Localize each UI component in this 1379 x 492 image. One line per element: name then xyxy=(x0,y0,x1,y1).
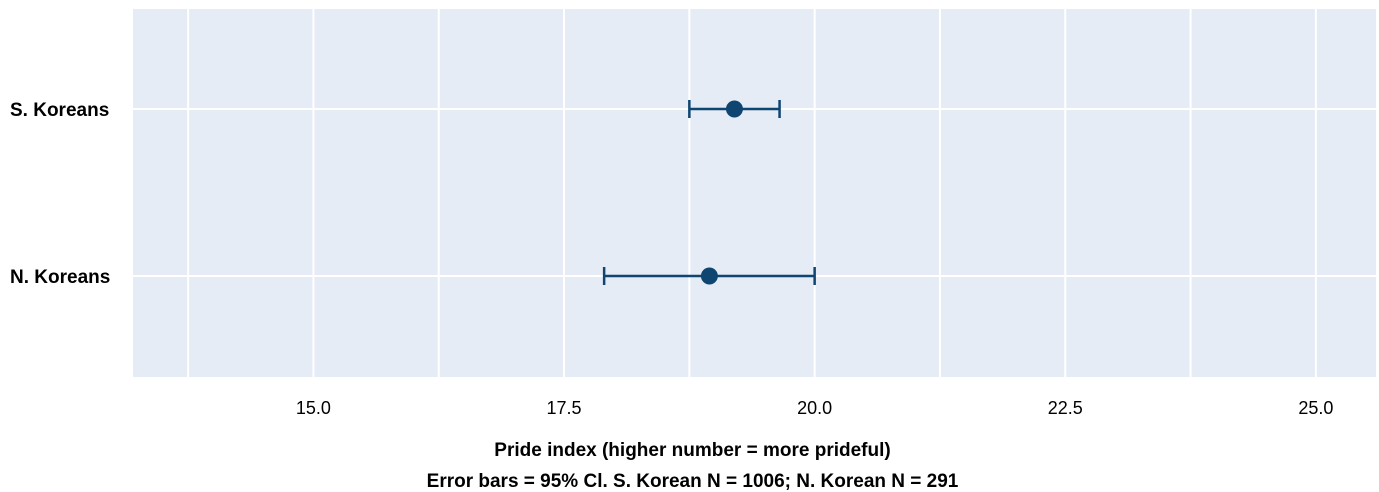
x-tick-label: 15.0 xyxy=(296,398,331,418)
data-point xyxy=(725,100,743,118)
error-bar-point xyxy=(688,100,781,118)
data-marks xyxy=(602,100,816,285)
category-label: N. Koreans xyxy=(10,267,110,288)
x-axis-title: Pride index (higher number = more pridef… xyxy=(494,440,890,461)
x-axis-subtitle: Error bars = 95% Cl. S. Korean N = 1006;… xyxy=(427,471,959,492)
x-tick-label: 25.0 xyxy=(1298,398,1333,418)
category-labels: S. Koreans N. Koreans xyxy=(10,100,110,288)
x-tick-label: 22.5 xyxy=(1048,398,1083,418)
error-bar-point xyxy=(602,267,816,285)
x-tick-labels: 15.0 17.5 20.0 22.5 25.0 xyxy=(296,398,1333,418)
data-point xyxy=(700,267,718,285)
x-tick-label: 17.5 xyxy=(547,398,582,418)
x-tick-label: 20.0 xyxy=(797,398,832,418)
plot-background xyxy=(133,9,1376,377)
category-label: S. Koreans xyxy=(10,100,109,121)
